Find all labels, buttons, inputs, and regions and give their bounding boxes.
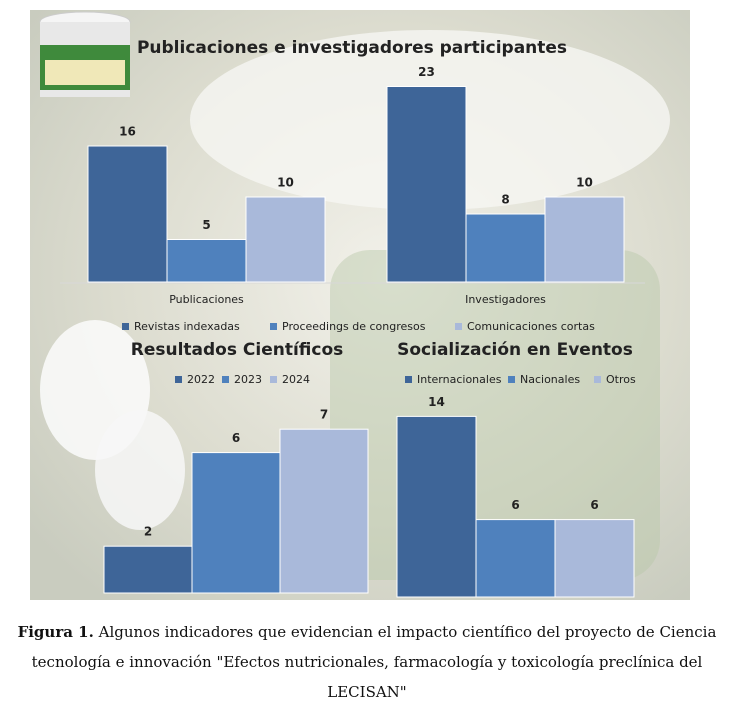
legend-label: 2023 [234, 373, 262, 386]
category-label: Investigadores [465, 293, 546, 306]
legend-label: 2024 [282, 373, 310, 386]
legend-swatch [270, 376, 277, 383]
legend-swatch [508, 376, 515, 383]
logo [39, 11, 131, 97]
bar [279, 428, 369, 594]
bar [465, 213, 546, 283]
data-label: 23 [418, 65, 435, 79]
legend-label: Otros [606, 373, 636, 386]
legend-swatch [594, 376, 601, 383]
data-label: 7 [320, 408, 328, 422]
legend-label: Revistas indexadas [134, 320, 240, 333]
tablet [95, 410, 185, 530]
data-label: 5 [202, 218, 210, 232]
category-label: Publicaciones [169, 293, 244, 306]
legend-label: Internacionales [417, 373, 502, 386]
data-label: 10 [277, 176, 294, 190]
bar [396, 415, 477, 598]
legend-swatch [405, 376, 412, 383]
legend-label: Nacionales [520, 373, 580, 386]
data-label: 6 [511, 498, 519, 512]
bar [191, 452, 281, 594]
caption: Figura 1. Algunos indicadores que eviden… [8, 617, 726, 707]
data-label: 14 [428, 395, 445, 409]
data-label: 6 [232, 431, 240, 445]
data-label: 6 [590, 498, 598, 512]
data-label: 2 [144, 525, 152, 539]
bar [166, 239, 247, 283]
legend-label: 2022 [187, 373, 215, 386]
bar [386, 86, 467, 283]
bar [103, 545, 193, 594]
legend-label: Comunicaciones cortas [467, 320, 595, 333]
legend-swatch [222, 376, 229, 383]
chart-title: Socialización en Eventos [397, 340, 633, 360]
data-label: 16 [119, 125, 136, 139]
data-label: 8 [501, 193, 509, 207]
bar [544, 196, 625, 283]
bar [554, 519, 635, 598]
bar [245, 196, 326, 283]
data-label: 10 [576, 176, 593, 190]
figure: Publicaciones e investigadores participa… [30, 10, 690, 600]
legend-swatch [122, 323, 129, 330]
chart-title: Resultados Científicos [131, 340, 344, 360]
bar [87, 145, 168, 283]
caption-label: Figura 1. [17, 623, 94, 641]
legend-label: Proceedings de congresos [282, 320, 426, 333]
caption-text: Algunos indicadores que evidencian el im… [31, 623, 717, 701]
legend-swatch [270, 323, 277, 330]
chart-title: Publicaciones e investigadores participa… [137, 38, 567, 58]
bar [475, 519, 556, 598]
legend-swatch [175, 376, 182, 383]
legend-swatch [455, 323, 462, 330]
